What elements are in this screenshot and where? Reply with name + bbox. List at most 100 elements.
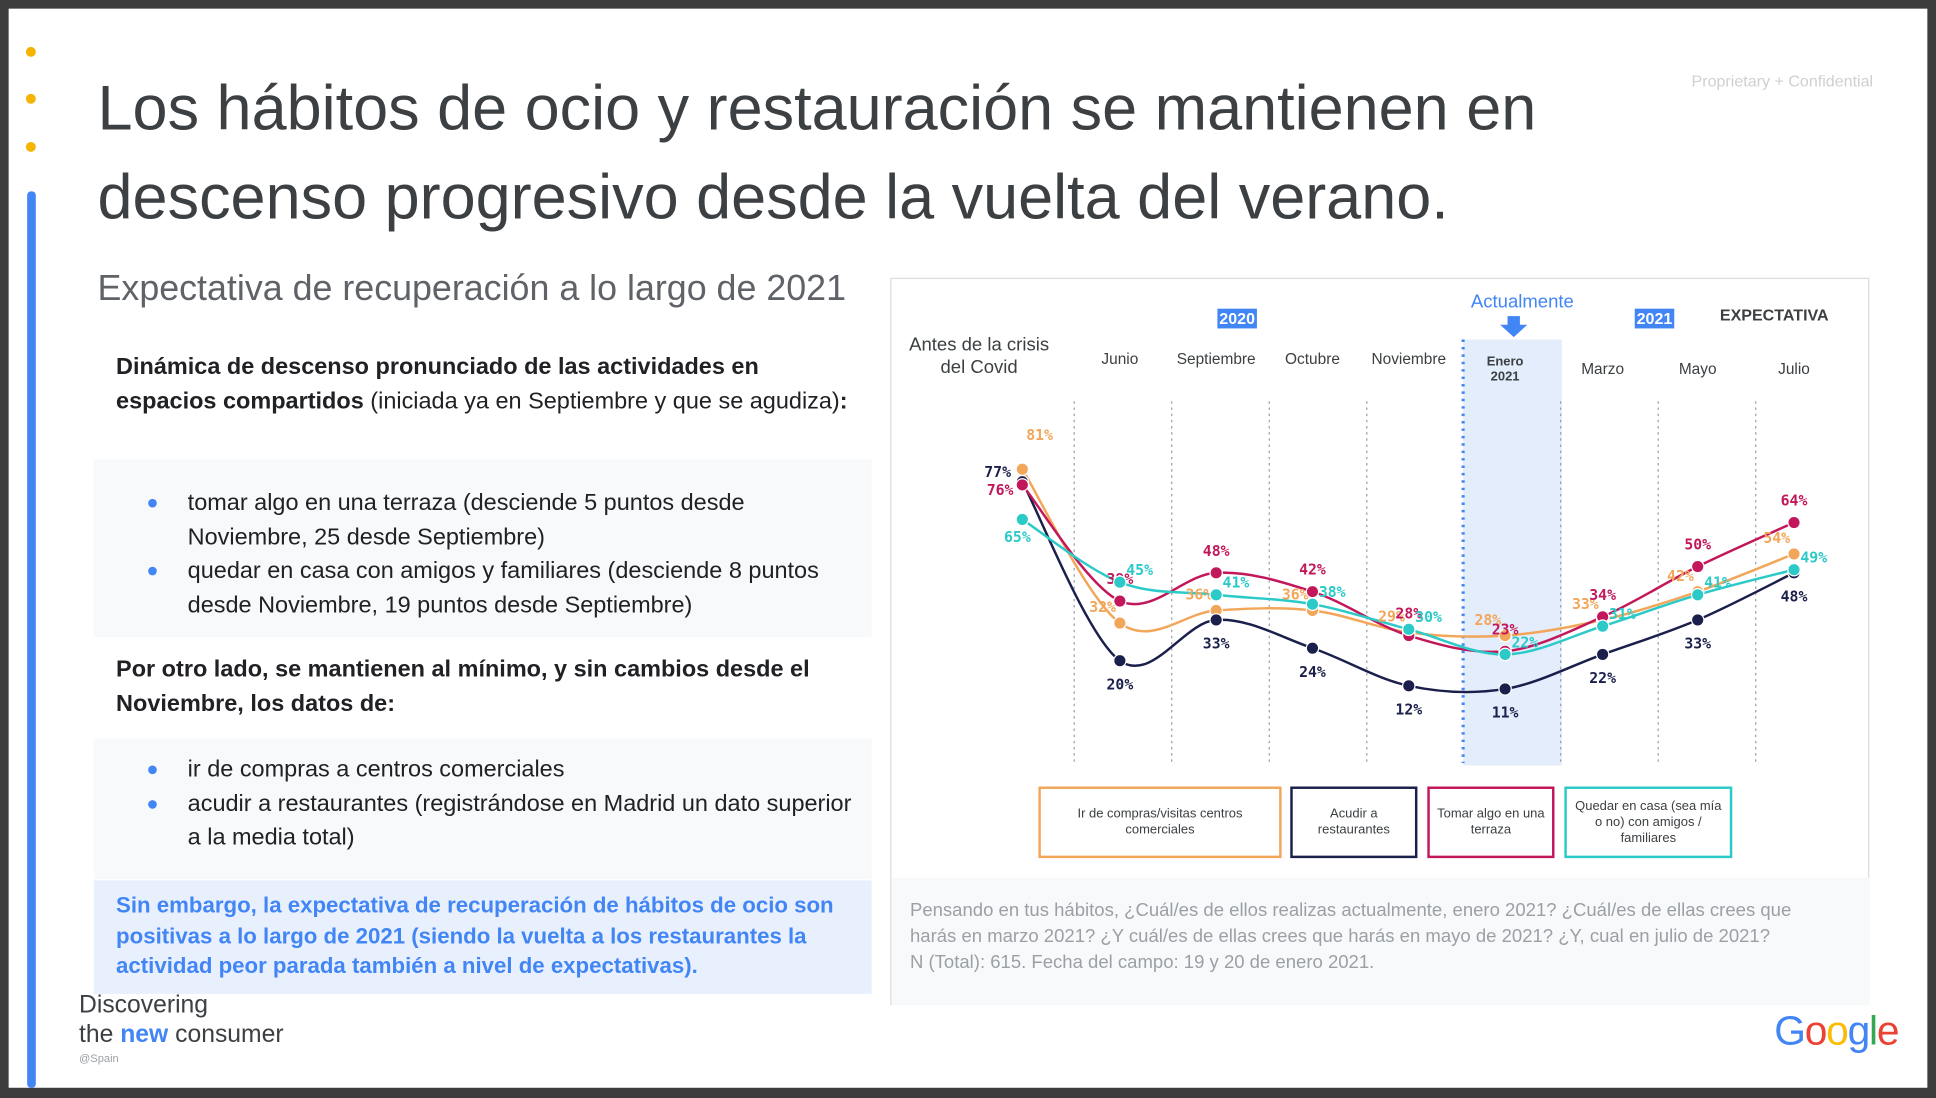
data-label: 48% <box>1781 588 1808 605</box>
data-point <box>1113 575 1127 590</box>
data-point <box>1113 594 1127 608</box>
accent-bar <box>27 191 36 1088</box>
data-label: 76% <box>987 482 1014 499</box>
data-label: 33% <box>1684 636 1711 653</box>
x-category-label: Octubre <box>1285 350 1340 368</box>
text-block: Dinámica de descenso pronunciado de las … <box>94 348 872 458</box>
data-label: 42% <box>1667 568 1694 585</box>
expectation-label: EXPECTATIVA <box>1720 306 1829 324</box>
brand-word: new <box>120 1021 169 1049</box>
data-label: 28% <box>1474 612 1501 629</box>
data-label: 38% <box>1319 584 1346 601</box>
text-block: Por otro lado, se mantienen al mínimo, y… <box>94 638 872 738</box>
data-label: 30% <box>1415 609 1442 626</box>
data-label: 22% <box>1589 670 1616 687</box>
data-point <box>1209 566 1223 580</box>
data-point <box>1113 653 1127 668</box>
data-label: 81% <box>1026 427 1053 444</box>
data-label: 23% <box>1492 621 1519 638</box>
bullet-list: ir de compras a centros comerciales acud… <box>109 753 860 855</box>
data-label: 31% <box>1609 606 1636 623</box>
data-point <box>1015 512 1030 527</box>
data-point <box>1305 641 1320 655</box>
data-label: 12% <box>1395 702 1422 719</box>
data-label: 33% <box>1203 636 1230 653</box>
data-label: 49% <box>1800 550 1827 567</box>
data-point <box>1305 584 1320 599</box>
period-label: 2020 <box>1219 310 1255 328</box>
heading-text: (iniciada ya en Septiembre y que se agud… <box>363 388 840 415</box>
heading-text: : <box>839 388 848 415</box>
data-point <box>1690 587 1705 602</box>
legend-entry: Acudir a restaurantes <box>1290 786 1418 859</box>
data-point <box>1015 478 1030 492</box>
data-label: 36% <box>1282 587 1309 604</box>
data-label: 45% <box>1126 562 1153 579</box>
heading-text: Dinámica de descenso pronunciado de las … <box>116 354 759 415</box>
data-label: 22% <box>1511 634 1538 651</box>
data-point <box>1787 547 1801 561</box>
data-point <box>1787 515 1801 530</box>
data-point <box>1498 682 1512 696</box>
data-label: 41% <box>1223 575 1250 592</box>
data-label: 34% <box>1589 587 1616 604</box>
highlight-block: Sin embargo, la expectativa de recuperac… <box>93 880 872 994</box>
chart: 2020 2021 Actualmente EXPECTATIVA 81% 32% 36% 3… <box>984 290 1829 766</box>
period-label-bg <box>1217 308 1257 329</box>
current-label: Actualmente <box>1471 290 1574 311</box>
google-logo: Google <box>1774 1007 1899 1054</box>
data-point <box>1305 597 1320 611</box>
data-point <box>1690 613 1705 627</box>
x-category-label: Antes de la crisis del Covid <box>909 334 1050 378</box>
data-label: 65% <box>1004 529 1031 546</box>
x-category-label: Marzo <box>1581 360 1625 378</box>
period-label: 2021 <box>1637 310 1673 328</box>
heading-text: Por otro lado, se mantienen al mínimo, y… <box>116 656 810 717</box>
footnote-area <box>891 877 1870 1006</box>
data-point <box>1209 587 1223 602</box>
data-label: 64% <box>1781 493 1808 510</box>
data-point <box>1209 613 1223 627</box>
legend-entry: Tomar algo en una terraza <box>1427 786 1555 859</box>
data-label: 11% <box>1492 705 1519 722</box>
current-period-band <box>1463 339 1562 766</box>
bullet-list: tomar algo en una terraza (desciende 5 p… <box>109 486 860 622</box>
data-label: 32% <box>1089 599 1116 616</box>
bullet: ir de compras a centros comerciales <box>148 753 860 787</box>
data-point <box>1401 679 1416 693</box>
x-category-label: Mayo <box>1678 360 1717 378</box>
data-label: 48% <box>1203 543 1230 560</box>
slide-subtitle: Expectativa de recuperación a lo largo d… <box>97 269 846 309</box>
legend-entry: Quedar en casa (sea mía o no) con amigos… <box>1564 786 1733 859</box>
decor-dot <box>25 46 36 57</box>
data-point <box>1015 462 1030 476</box>
data-label: 29% <box>1378 609 1405 626</box>
x-category-label: Noviembre <box>1371 350 1447 368</box>
brand-word: the <box>79 1021 114 1049</box>
data-point <box>1595 619 1610 633</box>
brand-region: @Spain <box>79 1051 119 1065</box>
data-point <box>1498 628 1512 643</box>
brand-line: the new consumer <box>79 1021 284 1049</box>
data-label: 33% <box>1572 596 1599 613</box>
data-label: 50% <box>1684 537 1711 554</box>
bullet: tomar algo en una terraza (desciende 5 p… <box>148 486 860 554</box>
brand-word: consumer <box>175 1021 284 1049</box>
data-point <box>1787 562 1801 577</box>
data-point <box>1690 559 1705 574</box>
data-point <box>1595 647 1610 662</box>
current-arrow <box>1500 316 1528 338</box>
x-category-label: Julio <box>1778 360 1810 378</box>
data-label: 41% <box>1704 575 1731 592</box>
x-category-label: Enero 2021 <box>1486 354 1524 384</box>
slide-title: Los hábitos de ocio y restauración se ma… <box>97 72 1537 233</box>
bullet: quedar en casa con amigos y familiares (… <box>148 554 860 622</box>
x-category-label: Junio <box>1101 350 1139 368</box>
brand-line: Discovering <box>79 991 209 1019</box>
x-category-label: Septiembre <box>1176 350 1256 368</box>
footnote: Pensando en tus hábitos, ¿Cuál/es de ell… <box>909 900 1792 948</box>
